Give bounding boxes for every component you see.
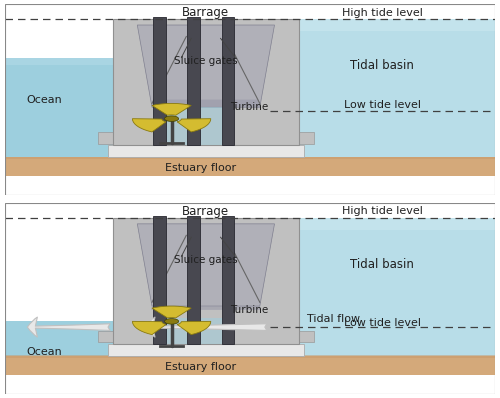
Polygon shape [138, 25, 274, 107]
Bar [270, 19, 495, 31]
Bar [5, 58, 113, 157]
Text: Ocean: Ocean [26, 95, 62, 105]
Bar [153, 318, 234, 344]
Text: Tidal basin: Tidal basin [350, 59, 414, 72]
Bar [188, 216, 200, 344]
Bar [5, 157, 495, 176]
Text: Barrage: Barrage [182, 6, 230, 19]
Bar [299, 331, 314, 342]
Bar [222, 18, 234, 145]
Text: Tidal flow: Tidal flow [306, 314, 360, 324]
Bar [5, 356, 495, 375]
Bar [113, 218, 299, 344]
Bar [299, 132, 314, 144]
Text: High tide level: High tide level [342, 8, 422, 18]
Text: Low tide level: Low tide level [344, 318, 421, 328]
Circle shape [164, 319, 178, 324]
Text: Low tide level: Low tide level [344, 100, 421, 110]
Text: Tidal basin: Tidal basin [350, 258, 414, 271]
Text: Estuary floor: Estuary floor [166, 164, 236, 174]
Bar [270, 19, 495, 157]
Bar [98, 132, 113, 144]
Polygon shape [152, 306, 260, 310]
Text: Turbine: Turbine [230, 102, 268, 112]
Text: Barrage: Barrage [182, 205, 230, 218]
Polygon shape [132, 321, 166, 335]
Bar [153, 107, 234, 145]
Text: High tide level: High tide level [342, 207, 422, 217]
Bar [108, 344, 304, 356]
Polygon shape [177, 119, 211, 132]
Bar [113, 19, 299, 145]
Text: Ocean: Ocean [26, 347, 62, 357]
Bar [5, 355, 495, 358]
Circle shape [164, 116, 178, 121]
Polygon shape [177, 321, 211, 335]
Bar [153, 216, 166, 344]
Text: Sluice gates: Sluice gates [174, 255, 238, 265]
Bar [5, 321, 113, 356]
Bar [108, 145, 304, 157]
Text: Sluice gates: Sluice gates [174, 57, 238, 66]
Polygon shape [152, 100, 260, 107]
Bar [98, 331, 113, 342]
Bar [270, 218, 495, 230]
Bar [5, 156, 495, 159]
Bar [222, 216, 234, 344]
Polygon shape [152, 103, 191, 115]
Text: Turbine: Turbine [230, 305, 268, 315]
Bar [153, 18, 166, 145]
Bar [188, 18, 200, 145]
Polygon shape [132, 119, 166, 132]
Bar [270, 218, 495, 356]
Polygon shape [138, 224, 274, 306]
Polygon shape [152, 306, 191, 318]
Text: Estuary floor: Estuary floor [166, 362, 236, 372]
Bar [5, 58, 113, 65]
